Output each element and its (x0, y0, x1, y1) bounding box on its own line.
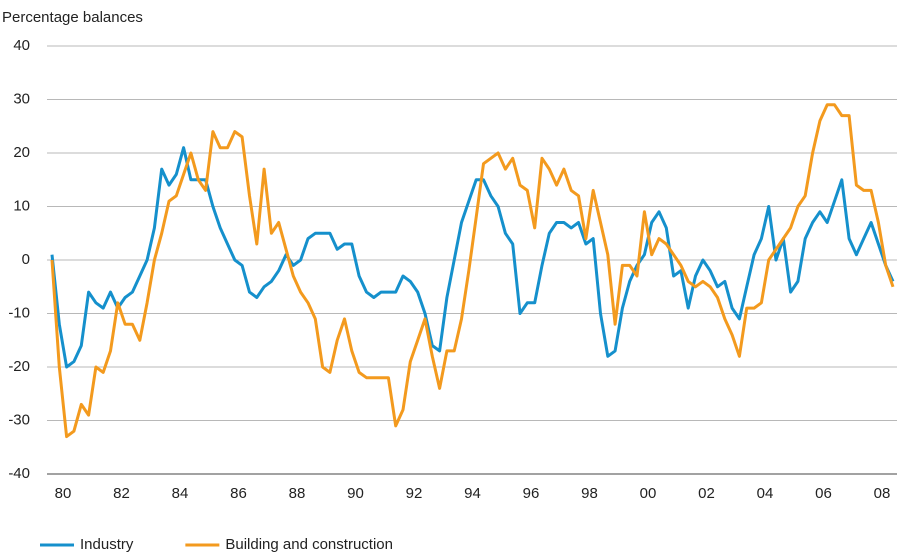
x-tick-label: 96 (523, 485, 540, 502)
x-tick-label: 88 (289, 485, 306, 502)
x-tick-label: 02 (698, 485, 715, 502)
y-tick-label: 30 (13, 90, 30, 107)
x-tick-label: 80 (55, 485, 72, 502)
legend-label: Industry (80, 536, 134, 553)
y-tick-label: 10 (13, 197, 30, 214)
y-axis-title: Percentage balances (2, 9, 143, 26)
y-tick-label: 40 (13, 37, 30, 54)
x-tick-label: 84 (172, 485, 189, 502)
x-tick-label: 92 (406, 485, 423, 502)
y-tick-label: -20 (8, 358, 30, 375)
y-tick-label: -10 (8, 304, 30, 321)
y-tick-label: 0 (22, 251, 30, 268)
x-tick-label: 00 (640, 485, 657, 502)
x-tick-label: 06 (815, 485, 832, 502)
x-tick-label: 86 (230, 485, 247, 502)
x-tick-label: 94 (464, 485, 481, 502)
y-tick-label: 20 (13, 144, 30, 161)
line-series (50, 146, 895, 369)
line-series (50, 103, 895, 439)
legend-label: Building and construction (225, 536, 393, 553)
x-tick-label: 98 (581, 485, 598, 502)
x-tick-label: 82 (113, 485, 130, 502)
y-tick-label: -30 (8, 411, 30, 428)
x-tick-label: 08 (874, 485, 891, 502)
x-tick-label: 90 (347, 485, 364, 502)
y-tick-label: -40 (8, 465, 30, 482)
x-tick-label: 04 (757, 485, 774, 502)
